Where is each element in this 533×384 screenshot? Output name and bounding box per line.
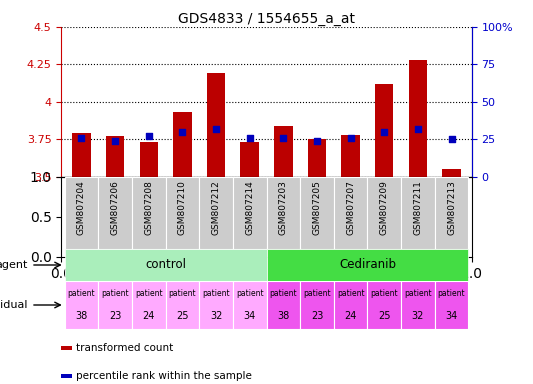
Text: patient: patient — [236, 288, 263, 298]
Text: 38: 38 — [75, 311, 87, 321]
Text: patient: patient — [101, 288, 129, 298]
Text: patient: patient — [168, 288, 196, 298]
Bar — [166, 177, 199, 249]
Text: transformed count: transformed count — [76, 343, 173, 353]
Bar — [173, 113, 192, 177]
Text: individual: individual — [0, 300, 28, 310]
Point — [77, 135, 86, 141]
Title: GDS4833 / 1554655_a_at: GDS4833 / 1554655_a_at — [178, 12, 355, 26]
Text: 24: 24 — [344, 311, 357, 321]
Bar — [409, 60, 427, 177]
Text: patient: patient — [202, 288, 230, 298]
Bar — [401, 177, 435, 249]
Text: GSM807210: GSM807210 — [178, 180, 187, 235]
Text: patient: patient — [68, 288, 95, 298]
Point — [414, 126, 422, 132]
Text: patient: patient — [370, 288, 398, 298]
Bar — [334, 177, 367, 249]
Text: agent: agent — [0, 260, 28, 270]
Point — [313, 138, 321, 144]
Bar — [98, 177, 132, 249]
Bar — [375, 84, 393, 177]
Text: GSM807203: GSM807203 — [279, 180, 288, 235]
Point — [144, 133, 153, 139]
Bar — [72, 134, 91, 177]
Bar — [435, 177, 469, 249]
Text: patient: patient — [404, 288, 432, 298]
Text: 23: 23 — [109, 311, 122, 321]
Text: 25: 25 — [176, 311, 189, 321]
Bar — [442, 169, 461, 177]
Text: GSM807209: GSM807209 — [379, 180, 389, 235]
Bar — [367, 177, 401, 249]
Text: 34: 34 — [244, 311, 256, 321]
Text: 25: 25 — [378, 311, 391, 321]
Text: patient: patient — [337, 288, 365, 298]
Bar — [435, 281, 469, 329]
Bar — [274, 126, 293, 177]
Point — [346, 135, 355, 141]
Text: GSM807205: GSM807205 — [312, 180, 321, 235]
Point — [447, 136, 456, 142]
Text: 24: 24 — [142, 311, 155, 321]
Text: patient: patient — [135, 288, 163, 298]
Text: Cediranib: Cediranib — [339, 258, 396, 271]
Bar — [64, 281, 98, 329]
Bar — [207, 73, 225, 177]
Text: GSM807206: GSM807206 — [111, 180, 119, 235]
Point — [380, 129, 389, 135]
Bar — [240, 142, 259, 177]
Bar — [401, 281, 435, 329]
Bar — [367, 281, 401, 329]
Point — [279, 135, 288, 141]
Bar — [334, 281, 367, 329]
Bar — [266, 281, 300, 329]
Bar — [61, 374, 71, 378]
Bar — [266, 177, 300, 249]
Bar — [98, 281, 132, 329]
Text: percentile rank within the sample: percentile rank within the sample — [76, 371, 252, 381]
Text: GSM807204: GSM807204 — [77, 180, 86, 235]
Bar — [132, 281, 166, 329]
Bar — [166, 281, 199, 329]
Text: GSM807208: GSM807208 — [144, 180, 154, 235]
Bar — [308, 139, 326, 177]
Text: GSM807213: GSM807213 — [447, 180, 456, 235]
Bar — [140, 142, 158, 177]
Text: patient: patient — [303, 288, 331, 298]
Text: GSM807211: GSM807211 — [414, 180, 422, 235]
Bar — [64, 249, 266, 281]
Point — [111, 138, 119, 144]
Bar — [64, 177, 98, 249]
Bar — [266, 249, 469, 281]
Bar — [300, 281, 334, 329]
Text: patient: patient — [270, 288, 297, 298]
Bar — [233, 281, 266, 329]
Point — [245, 135, 254, 141]
Text: patient: patient — [438, 288, 465, 298]
Text: 34: 34 — [446, 311, 458, 321]
Text: 32: 32 — [210, 311, 222, 321]
Text: 23: 23 — [311, 311, 323, 321]
Text: 32: 32 — [411, 311, 424, 321]
Bar — [233, 177, 266, 249]
Bar — [341, 135, 360, 177]
Text: 38: 38 — [277, 311, 289, 321]
Text: control: control — [145, 258, 186, 271]
Bar — [199, 281, 233, 329]
Point — [178, 129, 187, 135]
Text: GSM807207: GSM807207 — [346, 180, 355, 235]
Bar — [132, 177, 166, 249]
Bar — [199, 177, 233, 249]
Point — [212, 126, 220, 132]
Text: GSM807214: GSM807214 — [245, 180, 254, 235]
Bar — [300, 177, 334, 249]
Bar — [106, 136, 124, 177]
Bar — [61, 346, 71, 351]
Text: GSM807212: GSM807212 — [212, 180, 221, 235]
